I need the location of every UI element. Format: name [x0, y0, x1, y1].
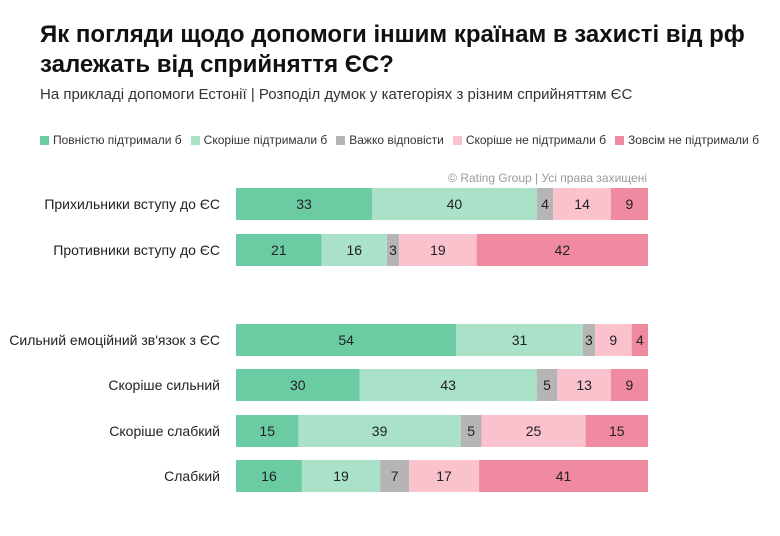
- bar-segment: [594, 324, 632, 356]
- legend-label: Зовсім не підтримали б: [628, 133, 759, 147]
- data-label: 41: [556, 468, 572, 484]
- data-label: 19: [430, 242, 446, 258]
- bar-segment: [557, 369, 611, 401]
- data-label: 15: [609, 423, 625, 439]
- bar-segment: [409, 460, 480, 492]
- bar-segment: [536, 188, 554, 220]
- data-label: 9: [609, 332, 617, 348]
- legend-item: Скоріше підтримали б: [190, 131, 328, 149]
- legend-label: Важко відповісти: [349, 133, 444, 147]
- data-label: 39: [372, 423, 388, 439]
- data-label: 31: [512, 332, 528, 348]
- source-note: © Rating Group | Усі права захищені: [448, 171, 647, 185]
- bar-segment: [631, 324, 648, 356]
- legend-swatch: [615, 135, 625, 145]
- bar-segment: [479, 460, 648, 492]
- legend-item: Скоріше не підтримали б: [452, 131, 607, 149]
- bar-segment: [371, 188, 537, 220]
- bar-segment: [236, 369, 360, 401]
- bar-segment: [321, 234, 387, 266]
- bar-segment: [236, 234, 322, 266]
- data-label: 30: [290, 377, 306, 393]
- data-label: 3: [585, 332, 593, 348]
- data-label: 16: [347, 242, 363, 258]
- chart-title: Як погляди щодо допомоги іншим країнам в…: [40, 21, 745, 78]
- bar-segment: [386, 234, 400, 266]
- category-label: Слабкий: [164, 468, 220, 484]
- bar-segment: [481, 415, 586, 447]
- legend-item: Важко відповісти: [336, 131, 444, 149]
- bar-segment: [380, 460, 410, 492]
- legend-swatch: [336, 135, 346, 145]
- bar-segment: [456, 324, 583, 356]
- bar-segment: [585, 415, 648, 447]
- data-label: 40: [447, 196, 463, 212]
- bar-segment: [236, 324, 457, 356]
- data-label: 19: [333, 468, 349, 484]
- bar-segment: [359, 369, 537, 401]
- bar-segment: [236, 460, 302, 492]
- legend-item: Повністю підтримали б: [40, 131, 182, 149]
- legend-swatch: [40, 135, 49, 145]
- legend-swatch: [190, 135, 200, 145]
- data-label: 15: [259, 423, 275, 439]
- category-label: Скоріше сильний: [108, 377, 220, 393]
- bar-segment: [298, 415, 461, 447]
- bar-segment: [610, 369, 648, 401]
- legend-swatch: [452, 135, 462, 145]
- data-label: 4: [636, 332, 644, 348]
- category-label: Противники вступу до ЄС: [53, 242, 220, 258]
- category-label: Скоріше слабкий: [109, 423, 220, 439]
- data-label: 21: [271, 242, 287, 258]
- data-label: 33: [296, 196, 312, 212]
- chart-subtitle: На прикладі допомоги Естонії | Розподіл …: [40, 86, 633, 103]
- data-label: 9: [626, 377, 634, 393]
- legend-item: Зовсім не підтримали б: [615, 131, 759, 149]
- data-label: 14: [574, 196, 590, 212]
- data-label: 5: [467, 423, 475, 439]
- data-label: 17: [436, 468, 452, 484]
- data-label: 43: [440, 377, 456, 393]
- category-label: Сильний емоційний зв'язок з ЄС: [9, 332, 220, 348]
- data-label: 4: [541, 196, 549, 212]
- data-label: 13: [576, 377, 592, 393]
- bar-segment: [236, 188, 372, 220]
- bar-segment: [476, 234, 648, 266]
- data-label: 9: [626, 196, 634, 212]
- data-label: 54: [338, 332, 354, 348]
- data-label: 42: [555, 242, 571, 258]
- category-label: Прихильники вступу до ЄС: [44, 196, 220, 212]
- data-label: 3: [389, 242, 397, 258]
- legend-label: Повністю підтримали б: [53, 133, 182, 147]
- legend: Повністю підтримали б Скоріше підтримали …: [40, 131, 780, 149]
- legend-label: Скоріше підтримали б: [203, 133, 328, 147]
- bar-segment: [301, 460, 381, 492]
- data-label: 7: [391, 468, 399, 484]
- bar-segment: [236, 415, 299, 447]
- data-label: 16: [261, 468, 277, 484]
- bar-segment: [582, 324, 595, 356]
- bar-segment: [399, 234, 477, 266]
- bar-segment: [610, 188, 648, 220]
- data-label: 25: [526, 423, 542, 439]
- legend-label: Скоріше не підтримали б: [465, 133, 607, 147]
- data-label: 5: [543, 377, 551, 393]
- bar-segment: [553, 188, 611, 220]
- bar-segment: [536, 369, 558, 401]
- bar-segment: [460, 415, 482, 447]
